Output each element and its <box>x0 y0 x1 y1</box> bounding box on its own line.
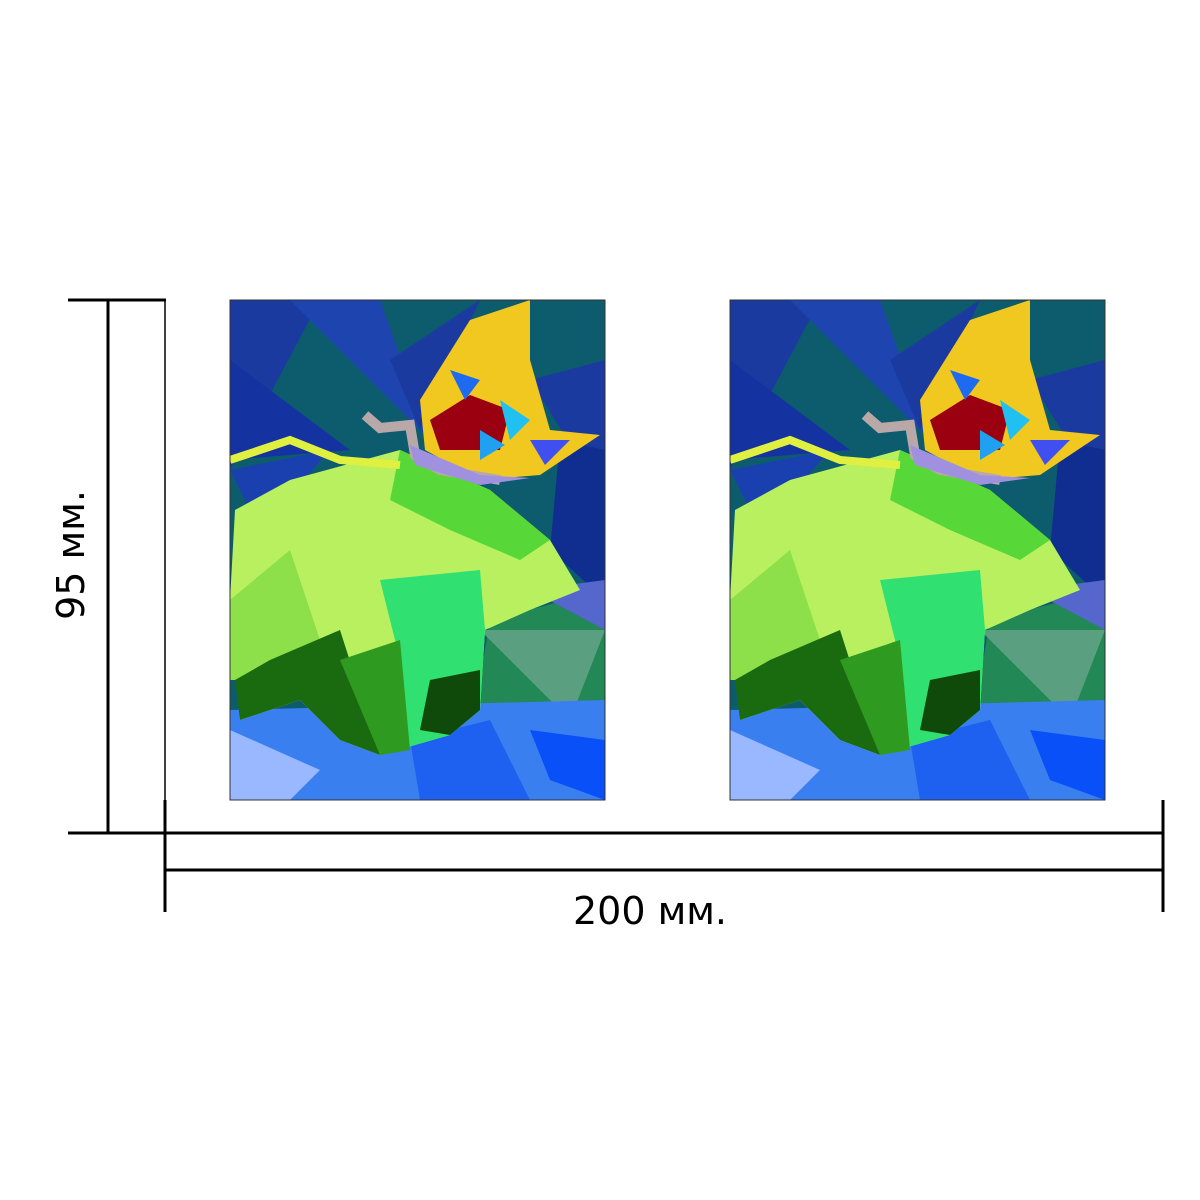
width-dimension <box>163 800 1165 912</box>
artwork-right <box>729 299 1106 801</box>
artwork-left <box>229 299 606 801</box>
width-label: 200 мм. <box>573 889 727 933</box>
height-label: 95 мм. <box>49 490 93 620</box>
height-dimension <box>68 298 166 835</box>
